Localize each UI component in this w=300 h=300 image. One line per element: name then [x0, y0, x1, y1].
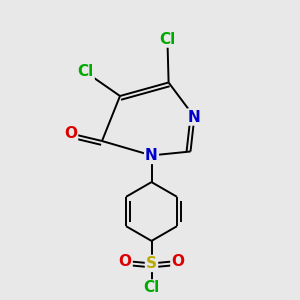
- Text: O: O: [64, 126, 77, 141]
- Text: S: S: [146, 256, 157, 271]
- Text: O: O: [118, 254, 132, 268]
- Text: Cl: Cl: [77, 64, 94, 80]
- Text: N: N: [145, 148, 158, 163]
- Text: Cl: Cl: [159, 32, 176, 46]
- Text: N: N: [188, 110, 201, 124]
- Text: Cl: Cl: [143, 280, 160, 296]
- Text: O: O: [171, 254, 184, 268]
